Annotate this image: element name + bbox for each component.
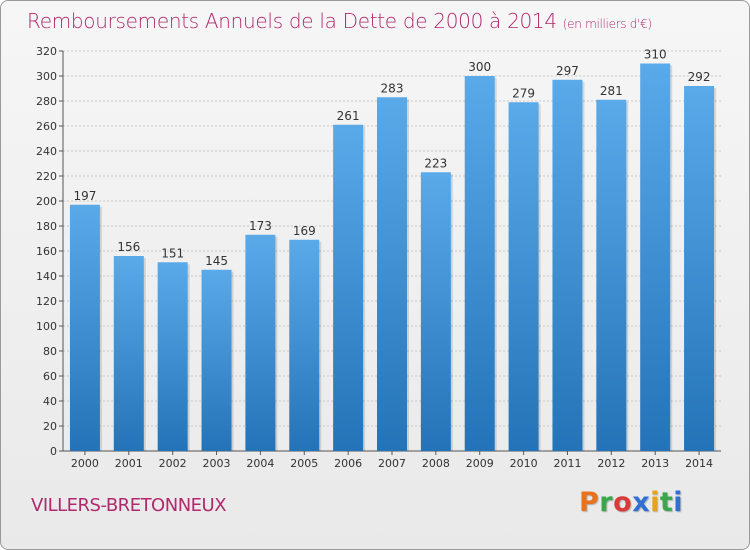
x-tick-label-2003: 2003 — [203, 457, 231, 470]
data-label-2014: 292 — [688, 70, 711, 84]
logo-letter: x — [632, 487, 651, 518]
y-tick-label: 100 — [36, 320, 57, 333]
y-tick-label: 200 — [36, 195, 57, 208]
x-tick-label-2005: 2005 — [290, 457, 318, 470]
data-labels: 197 156 151 145 173 169 261 283 223 300 279 297 281 3… — [73, 48, 710, 268]
x-tick-label-2014: 2014 — [685, 457, 713, 470]
bar-2004[interactable] — [245, 234, 276, 451]
bar-2010[interactable] — [508, 102, 539, 451]
y-tick-label: 20 — [43, 420, 57, 433]
x-tick-label-2010: 2010 — [510, 457, 538, 470]
x-tick-label-2007: 2007 — [378, 457, 406, 470]
y-tick-label: 320 — [36, 45, 57, 58]
x-tick-label-2013: 2013 — [641, 457, 669, 470]
logo-letter: P — [579, 487, 600, 518]
y-tick-label: 60 — [43, 370, 57, 383]
logo-letter: o — [613, 487, 633, 518]
y-tick-label: 220 — [36, 170, 57, 183]
commune-name: VILLERS-BRETONNEUX — [31, 495, 227, 516]
bar-2002[interactable] — [157, 262, 188, 451]
bar-2013[interactable] — [640, 63, 671, 452]
x-tick-label-2006: 2006 — [334, 457, 362, 470]
bar-2014[interactable] — [684, 86, 715, 451]
logo-letter: r — [599, 487, 614, 518]
data-label-2010: 279 — [512, 86, 535, 100]
logo-letter: t — [659, 487, 674, 518]
y-tick-label: 180 — [36, 220, 57, 233]
y-tick-label: 280 — [36, 95, 57, 108]
bar-2007[interactable] — [377, 97, 407, 451]
data-label-2002: 151 — [161, 246, 184, 260]
x-tick-label-2002: 2002 — [159, 457, 187, 470]
y-tick-label: 240 — [36, 145, 57, 158]
y-tick-labels: 0 20 40 60 80 100 120 140 160 180 200 220 240 260 280 3… — [36, 45, 57, 458]
bar-2012[interactable] — [596, 99, 627, 451]
chart-title-text: Remboursements Annuels de la Dette de 20… — [27, 9, 557, 33]
bar-2006[interactable] — [333, 124, 364, 451]
data-label-2009: 300 — [468, 60, 491, 74]
data-label-2003: 145 — [205, 254, 228, 268]
data-label-2005: 169 — [293, 224, 316, 238]
y-tick-label: 140 — [36, 270, 57, 283]
bar-2009[interactable] — [464, 76, 495, 451]
x-tick-label-2000: 2000 — [71, 457, 99, 470]
data-label-2011: 297 — [556, 64, 579, 78]
bar-2005[interactable] — [289, 239, 320, 451]
x-tick-labels: 2000 2001 2002 2003 2004 2005 2006 2007 2008 2009… — [71, 457, 713, 470]
y-tick-label: 160 — [36, 245, 57, 258]
bar-2000[interactable] — [69, 204, 100, 451]
x-tick-label-2004: 2004 — [246, 457, 274, 470]
data-label-2004: 173 — [249, 219, 272, 233]
data-label-2006: 261 — [337, 109, 360, 123]
bar-2001[interactable] — [113, 256, 144, 451]
data-label-2008: 223 — [424, 156, 447, 170]
chart-title: Remboursements Annuels de la Dette de 20… — [27, 9, 652, 33]
data-label-2000: 197 — [73, 189, 96, 203]
x-tick-label-2009: 2009 — [466, 457, 494, 470]
y-tick-label: 120 — [36, 295, 57, 308]
bar-2003[interactable] — [201, 269, 232, 451]
data-label-2013: 310 — [644, 48, 667, 62]
y-tick-label: 80 — [43, 345, 57, 358]
x-tick-label-2011: 2011 — [553, 457, 581, 470]
logo-letter: i — [650, 487, 660, 518]
y-tick-label: 260 — [36, 120, 57, 133]
y-tick-label: 0 — [50, 445, 57, 458]
x-tick-label-2012: 2012 — [597, 457, 625, 470]
y-tick-label: 300 — [36, 70, 57, 83]
chart-subtitle: (en milliers d'€) — [562, 17, 652, 31]
data-label-2007: 283 — [381, 81, 404, 95]
data-label-2012: 281 — [600, 84, 623, 98]
bars — [69, 63, 717, 452]
data-label-2001: 156 — [117, 240, 140, 254]
bar-2008[interactable] — [420, 172, 451, 451]
x-tick-label-2008: 2008 — [422, 457, 450, 470]
bar-2011[interactable] — [552, 79, 583, 451]
x-tick-label-2001: 2001 — [115, 457, 143, 470]
y-tick-label: 40 — [43, 395, 57, 408]
proxiti-logo[interactable]: Proxiti — [579, 487, 683, 518]
logo-letter: i — [673, 487, 684, 518]
